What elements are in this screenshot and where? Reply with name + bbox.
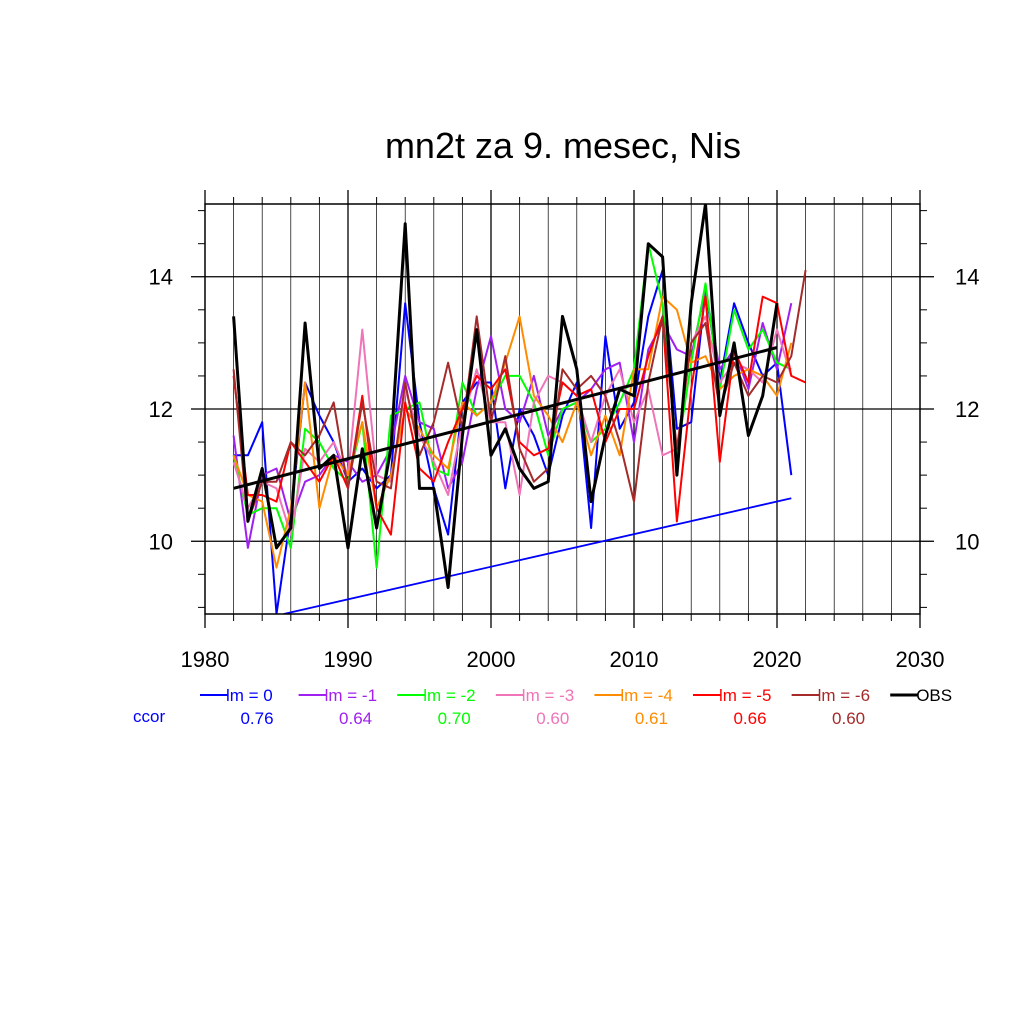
x-tick-label: 1990 xyxy=(324,647,373,672)
x-tick-label: 2000 xyxy=(467,647,516,672)
y-tick-label-right: 14 xyxy=(955,265,979,290)
series-line-6 xyxy=(232,269,807,523)
axes: 1980 1990 2000 2010 2020 2030 10 10 12 12 14 14 xyxy=(149,190,979,672)
legend-label: lm = -3 xyxy=(522,686,574,705)
x-tick-label: 2010 xyxy=(610,647,659,672)
legend-label: lm = -6 xyxy=(818,686,870,705)
legend: lm = 0 0.76 lm = -1 0.64 lm = -2 0.70 lm = -3 0… xyxy=(133,686,952,728)
trend-line-0 xyxy=(283,497,792,614)
x-tick-label: 1980 xyxy=(181,647,230,672)
y-tick-label-right: 12 xyxy=(955,397,979,422)
series-line-2 xyxy=(232,242,792,569)
ccor-value: 0.61 xyxy=(635,709,668,728)
legend-label: OBS xyxy=(916,686,952,705)
ccor-value: 0.70 xyxy=(438,709,471,728)
trend-line-7 xyxy=(233,346,778,490)
ccor-value: 0.64 xyxy=(339,709,372,728)
legend-label: lm = -2 xyxy=(423,686,475,705)
y-tick-label-left: 14 xyxy=(149,265,173,290)
series-lines xyxy=(232,204,807,614)
x-tick-label: 2020 xyxy=(753,647,802,672)
series-line-7 xyxy=(232,204,779,589)
x-tick-label: 2030 xyxy=(896,647,945,672)
ccor-value: 0.60 xyxy=(832,709,865,728)
y-tick-label-left: 12 xyxy=(149,397,173,422)
series-line-3 xyxy=(232,315,793,536)
y-tick-label-right: 10 xyxy=(955,529,979,554)
series-line-4 xyxy=(232,295,793,569)
y-tick-label-left: 10 xyxy=(149,529,173,554)
ccor-value: 0.60 xyxy=(536,709,569,728)
ccor-value: 0.66 xyxy=(733,709,766,728)
chart-title: mn2t za 9. mesec, Nis xyxy=(385,125,741,166)
legend-label: lm = -5 xyxy=(719,686,771,705)
legend-label: lm = 0 xyxy=(226,686,273,705)
legend-label: lm = -4 xyxy=(620,686,672,705)
ccor-value: 0.76 xyxy=(240,709,273,728)
legend-label: lm = -1 xyxy=(325,686,377,705)
ccor-label: ccor xyxy=(133,707,165,726)
